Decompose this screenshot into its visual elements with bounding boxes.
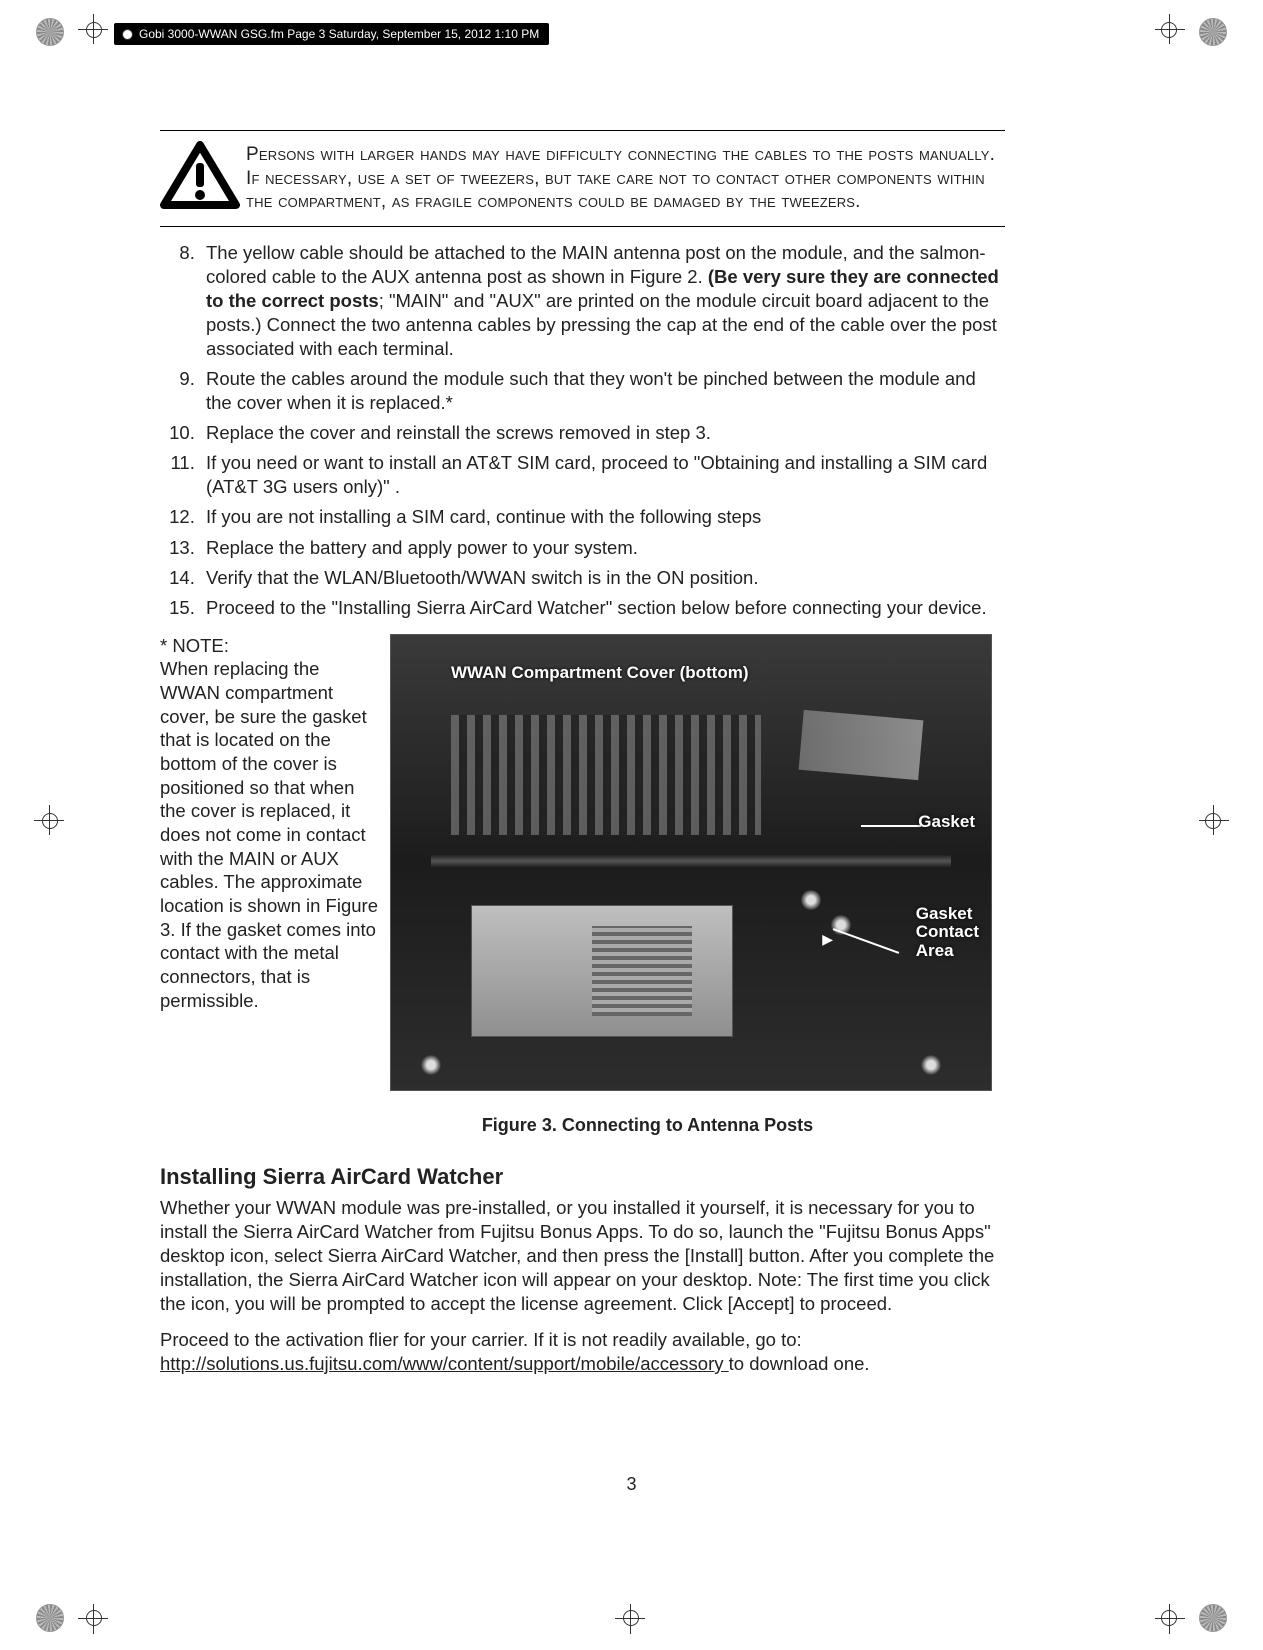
figure-contact-label-2: Contact [916, 923, 979, 942]
page-number: 3 [0, 1474, 1263, 1495]
step-10: Replace the cover and reinstall the scre… [200, 421, 1005, 445]
warning-icon [160, 141, 246, 216]
note-and-figure-row: * NOTE: When replacing the WWAN compartm… [160, 634, 1005, 1136]
note-heading: * NOTE: [160, 634, 380, 658]
arrow-indicator-icon: ▶ [822, 931, 833, 948]
figure-gasket-label: Gasket [918, 813, 975, 832]
step-12: If you are not installing a SIM card, co… [200, 505, 1005, 529]
section-paragraph-1: Whether your WWAN module was pre-install… [160, 1196, 1005, 1316]
section-paragraph-2: Proceed to the activation flier for your… [160, 1328, 1005, 1376]
note-column: * NOTE: When replacing the WWAN compartm… [160, 634, 390, 1136]
running-header: Gobi 3000-WWAN GSG.fm Page 3 Saturday, S… [114, 23, 549, 45]
figure-cover-label: WWAN Compartment Cover (bottom) [451, 663, 748, 683]
note-body: When replacing the WWAN compartment cove… [160, 657, 380, 1012]
instruction-list: The yellow cable should be attached to t… [160, 241, 1005, 620]
step-14: Verify that the WLAN/Bluetooth/WWAN swit… [200, 566, 1005, 590]
support-url-link[interactable]: http://solutions.us.fujitsu.com/www/cont… [160, 1353, 729, 1374]
figure-3-caption: Figure 3. Connecting to Antenna Posts [290, 1115, 1005, 1136]
step-8: The yellow cable should be attached to t… [200, 241, 1005, 361]
page-content: Persons with larger hands may have diffi… [160, 130, 1005, 1388]
warning-box: Persons with larger hands may have diffi… [160, 130, 1005, 227]
step-9: Route the cables around the module such … [200, 367, 1005, 415]
figure-contact-label-3: Area [916, 942, 979, 961]
warning-text: Persons with larger hands may have diffi… [246, 143, 1005, 214]
figure-contact-label-1: Gasket [916, 905, 979, 924]
running-header-text: Gobi 3000-WWAN GSG.fm Page 3 Saturday, S… [139, 27, 539, 41]
figure-column: WWAN Compartment Cover (bottom) Gasket ▶… [390, 634, 1005, 1136]
header-dot-icon [122, 29, 133, 40]
step-13: Replace the battery and apply power to y… [200, 536, 1005, 560]
figure-3-image: WWAN Compartment Cover (bottom) Gasket ▶… [390, 634, 992, 1091]
section-heading-install: Installing Sierra AirCard Watcher [160, 1164, 1005, 1190]
step-11: If you need or want to install an AT&T S… [200, 451, 1005, 499]
step-15: Proceed to the "Installing Sierra AirCar… [200, 596, 1005, 620]
